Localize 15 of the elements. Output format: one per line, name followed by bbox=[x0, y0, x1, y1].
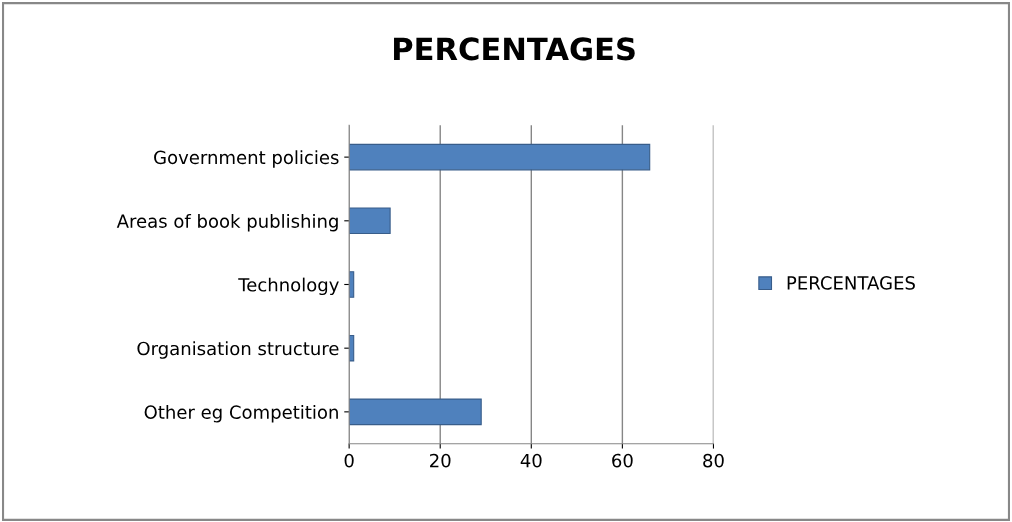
x-tick-label: 0 bbox=[344, 453, 354, 468]
x-tick-label: 40 bbox=[520, 453, 542, 468]
y-tick-label: Organisation structure bbox=[137, 341, 339, 359]
bar bbox=[349, 143, 651, 171]
x-tick-label: 80 bbox=[703, 453, 724, 468]
y-tick-label: Technology bbox=[238, 277, 339, 296]
x-tick-label: 20 bbox=[430, 453, 451, 468]
y-tick-label: Other eg Competition bbox=[144, 405, 338, 423]
chart-title: PERCENTAGES bbox=[394, 37, 635, 61]
bar bbox=[349, 398, 482, 426]
y-tick-label: Government policies bbox=[154, 150, 339, 168]
y-tick-label: Areas of book publishing bbox=[116, 213, 338, 232]
bar bbox=[349, 207, 391, 235]
x-tick-label: 60 bbox=[612, 453, 633, 468]
legend-label: PERCENTAGES bbox=[787, 276, 915, 290]
